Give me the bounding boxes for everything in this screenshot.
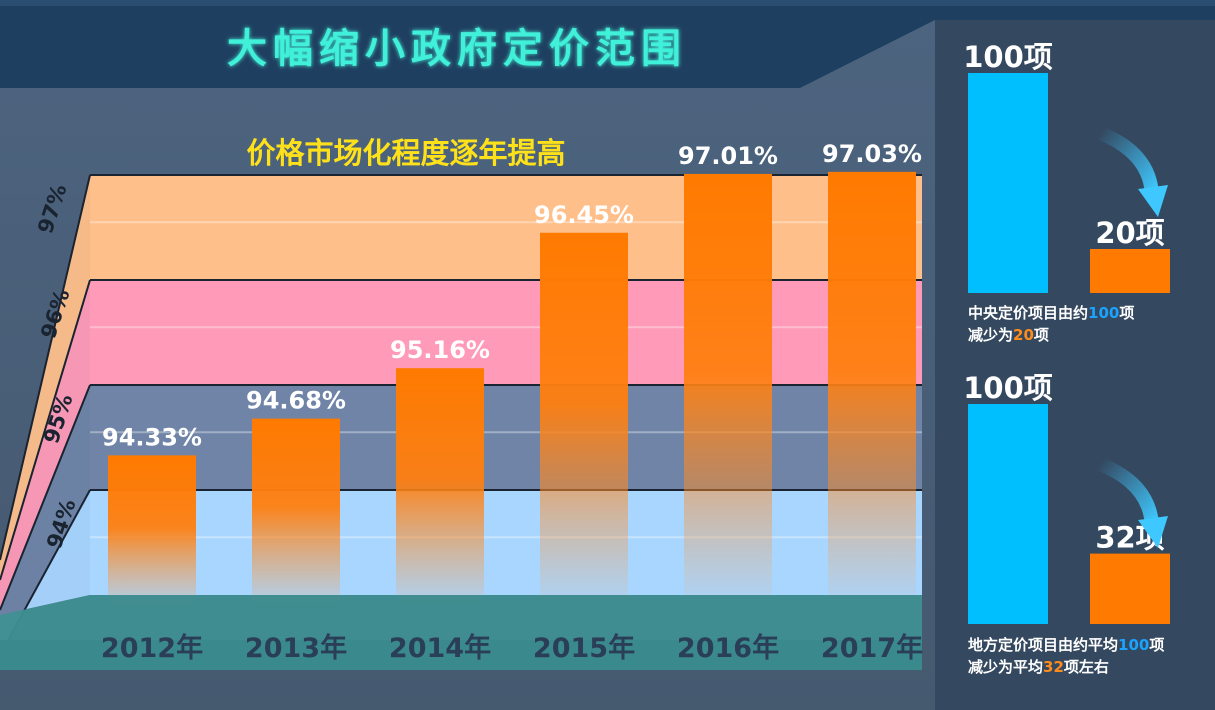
chart-floor-front xyxy=(0,640,922,670)
local-caption-text1: 地方定价项目由约平均 xyxy=(968,636,1118,654)
local-caption-text4: 项左右 xyxy=(1064,658,1109,676)
bar-value-label: 97.03% xyxy=(822,140,922,168)
bar-value-label: 94.68% xyxy=(246,387,346,415)
local-caption-num1: 100 xyxy=(1118,636,1149,654)
central-caption-line1: 中央定价项目由约100项 xyxy=(968,304,1134,322)
panel-central-value-label: 100项 xyxy=(963,40,1053,74)
perspective-gridline xyxy=(0,279,91,581)
central-caption-text4: 项 xyxy=(1034,326,1049,344)
bar-value-label: 95.16% xyxy=(390,336,490,364)
central-caption-num1: 100 xyxy=(1088,304,1119,322)
x-tick-label: 2012年 xyxy=(101,632,203,664)
local-caption-line1: 地方定价项目由约平均100项 xyxy=(968,636,1164,654)
perspective-band-3 xyxy=(0,175,90,580)
bar-2017年 xyxy=(828,171,916,615)
panel-central-bar-before xyxy=(968,73,1048,293)
bar-2013年 xyxy=(252,418,340,615)
band-0 xyxy=(90,490,922,595)
band-2 xyxy=(90,280,922,385)
main-chart: 94%95%96%97% 94.33%94.68%95.16%96.45%97.… xyxy=(0,136,923,670)
perspective-band-2 xyxy=(0,280,90,610)
chart-floor xyxy=(0,595,922,640)
local-caption-text2: 项 xyxy=(1149,636,1164,654)
central-caption-text3: 减少为 xyxy=(968,326,1013,344)
panel-local-bar-after xyxy=(1090,553,1170,624)
central-pricing-panel: 100项 20项 xyxy=(963,40,1170,293)
decrease-arrowhead-icon xyxy=(1138,185,1168,217)
local-caption-num2: 32 xyxy=(1043,658,1064,676)
panel-central-bar-after xyxy=(1090,249,1170,293)
bar-2015年 xyxy=(540,232,628,615)
panel-central-value-label: 20项 xyxy=(1095,216,1164,250)
bar-2014年 xyxy=(396,368,484,615)
panel-local-value-label: 100项 xyxy=(963,371,1053,405)
perspective-gridline xyxy=(0,384,91,611)
x-tick-label: 2017年 xyxy=(821,632,923,664)
chart-subtitle: 价格市场化程度逐年提高 xyxy=(246,136,565,170)
local-caption-line2: 减少为平均32项左右 xyxy=(968,658,1109,676)
central-caption-text1: 中央定价项目由约 xyxy=(968,304,1088,322)
decrease-arrow-icon xyxy=(1097,126,1159,196)
title-banner-accent xyxy=(0,0,1215,6)
x-tick-label: 2014年 xyxy=(389,632,491,664)
title-banner xyxy=(0,0,1215,88)
bar-value-label: 96.45% xyxy=(534,201,634,229)
decrease-arrow-icon xyxy=(1097,457,1159,527)
bar-value-label: 94.33% xyxy=(102,423,202,451)
bar-2016年 xyxy=(684,173,772,615)
panel-local-bar-before xyxy=(968,404,1048,624)
x-tick-label: 2013年 xyxy=(245,632,347,664)
perspective-band-1 xyxy=(0,385,90,655)
central-caption-line2: 减少为20项 xyxy=(968,326,1049,344)
band-1 xyxy=(90,385,922,490)
x-tick-label: 2015年 xyxy=(533,632,635,664)
page-title: 大幅缩小政府定价范围 xyxy=(227,26,687,72)
perspective-gridline xyxy=(0,174,91,561)
bar-value-label: 97.01% xyxy=(678,142,778,170)
local-caption-text3: 减少为平均 xyxy=(968,658,1043,676)
central-caption-text2: 项 xyxy=(1119,304,1134,322)
bar-2012年 xyxy=(108,455,196,615)
central-caption-num2: 20 xyxy=(1013,326,1034,344)
x-tick-label: 2016年 xyxy=(677,632,779,664)
band-3 xyxy=(90,175,922,280)
decrease-arrowhead-icon xyxy=(1138,516,1168,548)
